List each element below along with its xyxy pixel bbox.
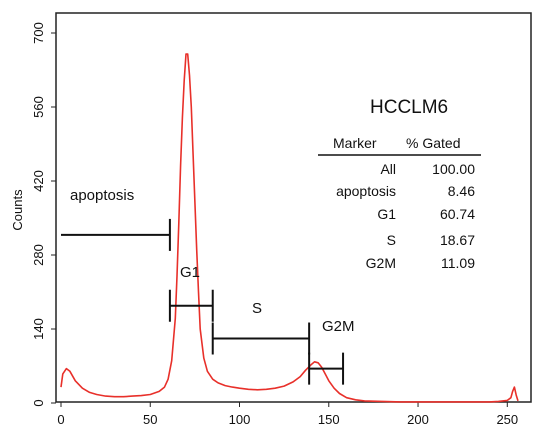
y-tick-label: 280 [31,244,46,266]
table-row-pct: 60.74 [440,206,475,222]
table-header-pct: % Gated [406,135,460,151]
table-row-marker: G1 [377,206,396,222]
y-tick-label: 560 [31,96,46,118]
x-tick-label: 100 [229,412,251,427]
y-axis: 0 140 280 420 560 700 [31,22,56,407]
y-tick-label: 700 [31,22,46,44]
x-tick-label: 200 [407,412,429,427]
plot-frame [55,12,532,403]
gate-label-s: S [252,300,262,317]
y-tick-label: 420 [31,170,46,192]
gate-markers [61,218,345,385]
chart-title: HCCLM6 [370,97,448,118]
table-row-pct: 11.09 [441,255,475,271]
table-row-marker: G2M [366,255,396,271]
gate-label-g2m: G2M [322,318,355,335]
y-axis-label: Counts [10,189,25,231]
x-axis: 0 50 100 150 200 250 [57,402,518,427]
table-row-marker: apoptosis [336,183,396,199]
table-row-pct: 100.00 [432,161,475,177]
x-tick-label: 250 [496,412,518,427]
gate-label-apoptosis: apoptosis [70,187,134,204]
table-row-pct: 18.67 [440,232,475,248]
gate-table: Marker % Gated All 100.00 apoptosis 8.46… [318,135,481,271]
table-row-pct: 8.46 [448,183,475,199]
table-row-marker: S [387,232,396,248]
y-tick-label: 140 [31,318,46,340]
x-tick-label: 0 [57,412,64,427]
gate-label-g1: G1 [180,264,200,281]
histogram-line [60,53,519,403]
x-tick-label: 150 [318,412,340,427]
x-tick-label: 50 [143,412,157,427]
table-row-marker: All [380,161,396,177]
table-header-marker: Marker [333,135,377,151]
y-tick-label: 0 [31,399,46,406]
